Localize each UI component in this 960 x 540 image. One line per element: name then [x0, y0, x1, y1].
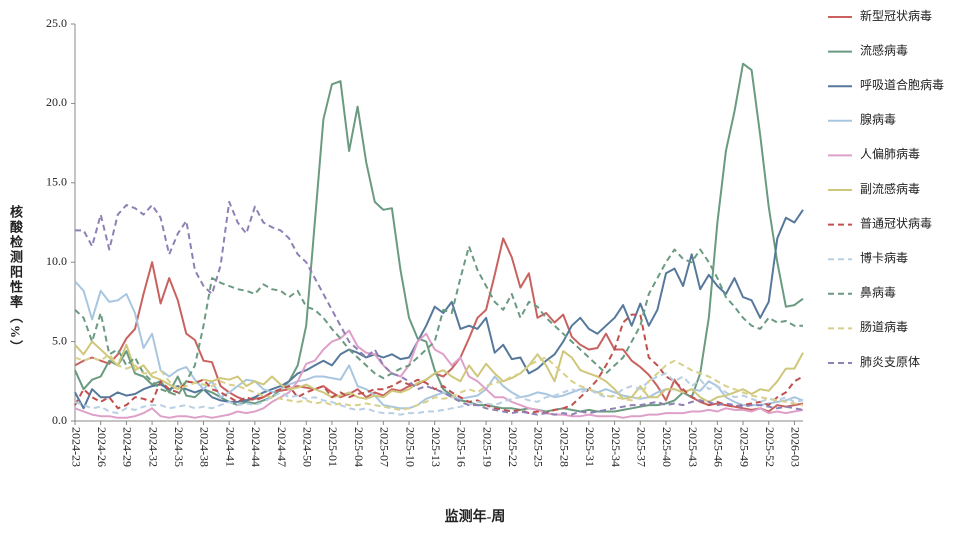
x-tick-label: 2024-26 [95, 427, 109, 467]
x-tick-label: 2024-29 [121, 427, 135, 467]
series-line [74, 353, 804, 411]
x-tick-label: 2025-37 [635, 427, 649, 467]
x-tick-label: 2025-04 [352, 427, 366, 467]
x-tick-label: 2024-32 [146, 427, 160, 467]
x-tick-label: 2025-07 [378, 427, 392, 467]
legend-label: 肠道病毒 [860, 319, 908, 334]
x-tick-label: 2025-22 [506, 427, 520, 467]
y-tick-label: 20.0 [46, 95, 67, 109]
x-tick-label: 2025-16 [455, 427, 469, 467]
y-tick-label: 15.0 [46, 175, 67, 189]
x-tick-label: 2025-28 [557, 427, 571, 467]
legend-label: 鼻病毒 [860, 285, 896, 300]
legend-label: 腺病毒 [860, 112, 896, 127]
legend-label: 呼吸道合胞病毒 [860, 77, 944, 92]
x-tick-label: 2025-13 [429, 427, 443, 467]
x-tick-label: 2025-10 [403, 427, 417, 467]
x-tick-label: 2025-01 [326, 427, 340, 467]
series-line [74, 237, 804, 413]
y-tick-label: 0.0 [52, 413, 67, 427]
legend-label: 人偏肺病毒 [860, 146, 920, 161]
x-tick-label: 2025-19 [480, 427, 494, 467]
x-tick-label: 2024-44 [249, 427, 263, 467]
x-tick-label: 2024-47 [275, 427, 289, 467]
y-tick-label: 10.0 [46, 254, 67, 268]
x-tick-label: 2025-40 [660, 427, 674, 467]
x-tick-label: 2024-38 [198, 427, 212, 467]
x-axis-title: 监测年-周 [445, 508, 506, 525]
legend-label: 流感病毒 [860, 42, 908, 57]
x-tick-label: 2025-31 [583, 427, 597, 467]
series-line [74, 372, 804, 416]
x-tick-label: 2024-23 [69, 427, 83, 467]
x-tick-label: 2024-50 [300, 427, 314, 467]
series-line [75, 200, 804, 416]
legend-label: 肺炎支原体 [860, 355, 920, 369]
y-tick-label: 25.0 [46, 16, 67, 30]
x-tick-label: 2025-46 [712, 427, 726, 467]
series-line [74, 329, 804, 419]
legend-label: 博卡病毒 [860, 250, 908, 265]
series-line [74, 209, 804, 410]
x-tick-label: 2025-49 [737, 427, 751, 467]
x-tick-label: 2026-03 [789, 427, 803, 467]
x-tick-label: 2025-43 [686, 427, 700, 467]
y-axis-title: 核酸检测阳性率（%） [8, 204, 24, 355]
x-tick-label: 2024-35 [172, 427, 186, 467]
x-tick-label: 2025-34 [609, 427, 623, 467]
series-line [74, 245, 803, 397]
series-line [74, 62, 804, 413]
legend-label: 普通冠状病毒 [860, 215, 932, 230]
x-tick-label: 2024-41 [223, 427, 237, 467]
x-tick-label: 2025-52 [763, 427, 777, 467]
legend-label: 副流感病毒 [860, 181, 920, 196]
x-tick-label: 2025-25 [532, 427, 546, 467]
y-tick-label: 5.0 [52, 333, 67, 347]
legend-label: 新型冠状病毒 [860, 8, 932, 23]
